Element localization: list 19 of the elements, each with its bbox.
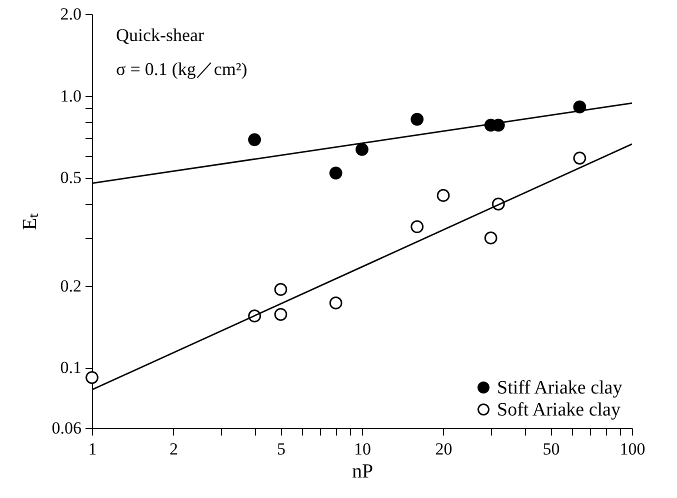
x-axis-title: nP [352,460,374,482]
legend-label: Stiff Ariake clay [497,378,623,398]
legend-label: Soft Ariake clay [497,400,621,420]
x-tick-label: 100 [620,440,646,458]
x-tick-label: 50 [542,440,560,458]
x-tick-label: 10 [354,440,371,458]
y-tick-label: 0.1 [60,358,82,378]
y-axis-title: Eₜ [18,212,41,230]
y-tick-label: 0.06 [52,418,82,438]
annotation: Quick-shear [116,25,204,45]
y-tick-label: 0.5 [60,168,82,188]
x-tick-label: 20 [435,440,452,458]
y-tick-label: 1.0 [60,86,82,106]
annotation: σ = 0.1 (kg／cm²) [116,59,248,79]
x-tick-label: 5 [276,440,286,458]
x-tick-label: 2 [170,440,178,458]
x-tick-label: 1 [88,440,97,458]
y-tick-label: 0.2 [60,276,82,296]
y-tick-label: 2.0 [60,4,82,24]
